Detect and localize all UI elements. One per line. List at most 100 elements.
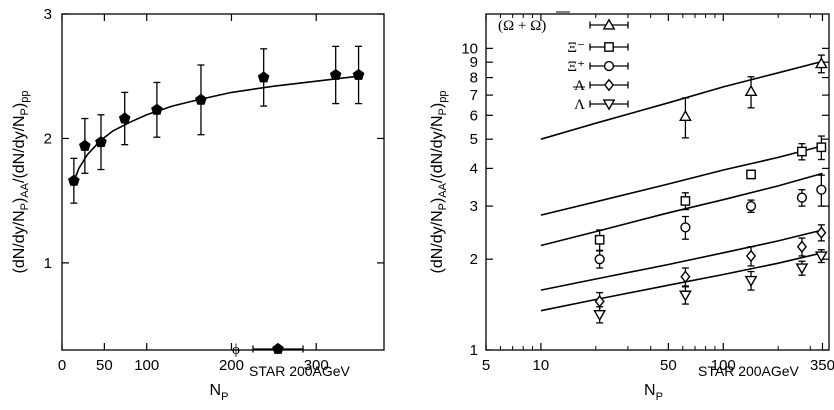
data-point [329, 68, 342, 80]
fit-curve-3 [540, 229, 823, 291]
data-point [151, 103, 163, 115]
legend-marker [603, 60, 615, 72]
data-point [796, 240, 807, 254]
x-axis-title: NP [210, 382, 229, 403]
y-tick-label: 1 [44, 255, 52, 272]
data-point [796, 192, 808, 203]
y-axis-title: (dN/dy/NP)AA/(dN/dy/NP)pp [429, 91, 449, 274]
y-axis-title-part: P [19, 108, 31, 115]
data-point [195, 93, 207, 105]
data-point [79, 139, 91, 151]
y-axis-title-part: pp [437, 91, 449, 103]
data-point [746, 169, 756, 180]
data-point [593, 310, 607, 322]
y-axis-title-part: AA [437, 182, 449, 197]
legend-label: Ξ⁻ [567, 40, 585, 56]
y-tick-label: 4 [470, 160, 478, 177]
legend-label: (Ω + Ω) [498, 18, 546, 34]
y-axis-title-part: ) [429, 198, 446, 203]
fit-curve-1 [540, 145, 823, 216]
y-axis-title-part: ) [11, 103, 28, 108]
legend-label: Λ [574, 78, 585, 94]
data-point [594, 254, 605, 265]
data-point [678, 290, 692, 302]
series-xi-minus [594, 135, 827, 251]
data-point [744, 275, 758, 288]
y-axis-title-part: AA [19, 182, 31, 197]
legend-marker [272, 342, 284, 354]
y-tick-label: 6 [470, 107, 478, 124]
series-antilambda [593, 249, 828, 324]
y-tick-label: 8 [470, 70, 478, 87]
data-point [797, 146, 807, 157]
legend: (Ω + Ω) Ξ⁻ Ξ⁺ ΛΛ [498, 11, 629, 113]
fit-curve-4 [540, 252, 823, 312]
y-axis-title-part: /(dN/dy/N [11, 115, 28, 183]
legend-label: ϕ [232, 342, 240, 358]
right-chart: 5 10 50 100 35012345678910NP(dN/dy/NP)AA/(dN… [429, 11, 834, 403]
y-axis-title-part: P [437, 108, 449, 115]
x-axis-title: NP [644, 382, 663, 403]
series-omega [678, 54, 828, 139]
annotation: STAR 200AGeV [249, 363, 351, 379]
x-tick-label: 100 [134, 357, 159, 374]
data-point [257, 71, 270, 83]
legend-label: Ξ⁺ [567, 59, 585, 75]
x-tick-label: 50 [96, 357, 113, 374]
data-point [816, 184, 827, 195]
data-point [745, 200, 757, 212]
series-lambda [594, 224, 827, 312]
data-point [744, 84, 758, 97]
legend-marker [604, 42, 614, 52]
y-axis-title-part: (dN/dy/N [429, 210, 446, 273]
legend-marker [602, 18, 616, 30]
data-point [95, 136, 107, 148]
y-axis-title-part: ) [429, 103, 446, 108]
legend-marker [603, 78, 615, 92]
y-axis-title-part: (dN/dy/N [11, 210, 28, 273]
y-tick-label: 5 [470, 131, 478, 148]
annotation: STAR 200AGeV [698, 363, 800, 379]
x-tick-label: 200 [219, 357, 244, 374]
data-point [594, 234, 605, 245]
y-tick-label: 2 [44, 130, 52, 147]
y-axis-title-part: ) [11, 198, 28, 203]
series-xi-plus [594, 174, 827, 269]
data-point [795, 263, 809, 275]
data-point [814, 57, 828, 69]
plot-frame [485, 13, 830, 351]
legend-label: Λ [574, 97, 585, 113]
y-tick-label: 9 [470, 54, 478, 71]
fit-curve [71, 75, 359, 186]
y-tick-label: 3 [44, 6, 52, 23]
left-chart: 0 50 100 200 300123NP(dN/dy/NP)AA/(dN/dy/NP)… [11, 6, 385, 403]
x-tick-label: 5 [482, 357, 490, 374]
data-point [680, 196, 691, 206]
x-tick-label: 10 [533, 357, 550, 374]
x-tick-label: 50 [660, 357, 677, 374]
y-tick-label: 2 [470, 251, 478, 268]
data-point [68, 174, 80, 186]
data-point [816, 226, 827, 239]
plot-frame [61, 13, 385, 351]
y-tick-label: 1 [470, 342, 478, 359]
y-axis-title-part: P [437, 203, 449, 210]
legend-marker [602, 99, 616, 111]
data-point [678, 109, 692, 121]
y-axis-title-part: P [19, 203, 31, 210]
data-point [745, 249, 757, 263]
x-tick-label: 100 [711, 357, 736, 374]
x-tick-label: 0 [58, 357, 66, 374]
y-tick-label: 10 [461, 40, 478, 57]
data-point [816, 142, 827, 153]
y-tick-label: 7 [470, 87, 478, 104]
data-point [680, 270, 691, 284]
series-phi [68, 45, 365, 204]
fit-curve-2 [540, 172, 823, 247]
x-axis-title-sub: P [221, 391, 228, 403]
data-point [680, 222, 691, 233]
data-point [118, 112, 131, 124]
y-axis-title-part: pp [19, 91, 31, 103]
legend: ϕ [232, 342, 304, 358]
